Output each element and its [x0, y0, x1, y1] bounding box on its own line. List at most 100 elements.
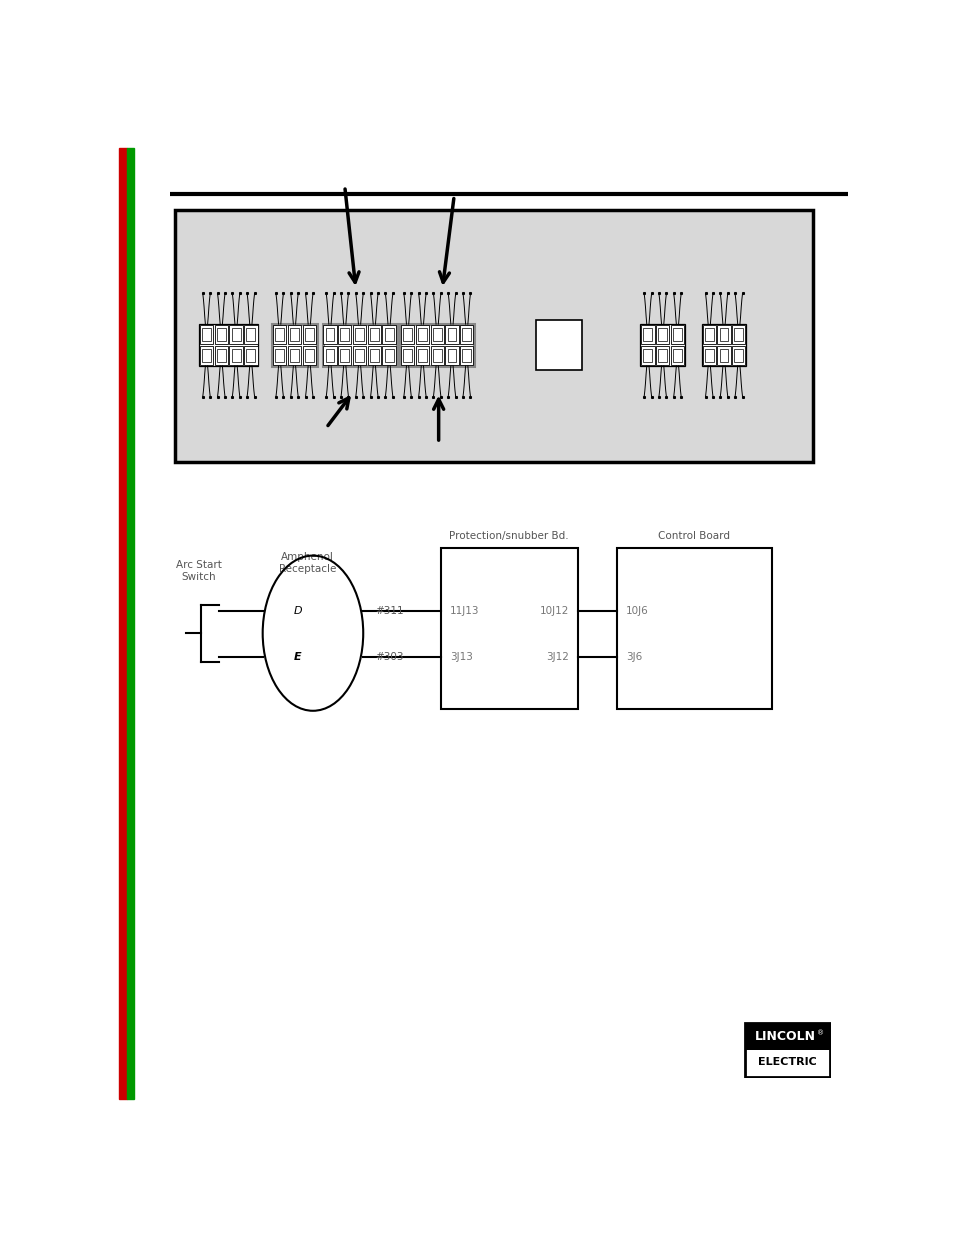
Bar [340, 348, 349, 362]
Bar [672, 329, 681, 341]
Bar [459, 325, 473, 345]
Bar [417, 348, 426, 362]
Bar [370, 329, 378, 341]
Text: 10J6: 10J6 [625, 606, 648, 616]
Bar [355, 329, 364, 341]
Bar [400, 325, 414, 345]
Bar [701, 324, 745, 366]
Bar [127, 148, 133, 1099]
Text: 3J12: 3J12 [545, 652, 568, 662]
Bar [459, 346, 473, 366]
Text: 11J13: 11J13 [449, 606, 478, 616]
Bar [384, 348, 394, 362]
Bar [731, 325, 744, 345]
Bar [202, 329, 211, 341]
Bar [340, 329, 349, 341]
Bar [275, 348, 284, 362]
Bar [199, 325, 213, 345]
Bar [382, 325, 395, 345]
Bar [302, 325, 315, 345]
Bar [367, 346, 380, 366]
Bar [337, 346, 351, 366]
Bar [370, 348, 378, 362]
Bar [462, 348, 471, 362]
Bar [462, 329, 471, 341]
Bar [430, 346, 443, 366]
Bar [445, 325, 458, 345]
Bar [440, 547, 577, 709]
Text: Amphenol
Receptacle: Amphenol Receptacle [279, 552, 336, 574]
Bar [275, 329, 284, 341]
Bar [216, 329, 226, 341]
Text: 3J6: 3J6 [625, 652, 641, 662]
Bar [214, 325, 228, 345]
Bar [717, 346, 730, 366]
Bar [701, 325, 715, 345]
Bar [202, 348, 211, 362]
Bar [325, 329, 335, 341]
Bar [445, 346, 458, 366]
Bar [302, 346, 315, 366]
Bar [658, 329, 666, 341]
Bar [337, 325, 351, 345]
Bar [416, 325, 429, 345]
Bar [214, 346, 228, 366]
Bar [417, 329, 426, 341]
Bar [717, 325, 730, 345]
Bar [322, 324, 396, 366]
Bar [119, 148, 127, 1099]
Bar [384, 329, 394, 341]
Bar [199, 324, 258, 366]
Text: Protection/snubber Bd.: Protection/snubber Bd. [449, 531, 568, 541]
Text: #311: #311 [375, 606, 403, 616]
Bar [642, 329, 652, 341]
Bar [719, 348, 728, 362]
Bar [290, 348, 298, 362]
Bar [229, 325, 242, 345]
Bar [670, 325, 683, 345]
Bar [355, 348, 364, 362]
Bar [199, 346, 213, 366]
Bar [656, 325, 669, 345]
Bar [246, 348, 255, 362]
Bar [416, 346, 429, 366]
Bar [232, 329, 240, 341]
Bar [175, 210, 812, 462]
Bar [273, 325, 286, 345]
Bar [367, 325, 380, 345]
Bar [430, 325, 443, 345]
Bar [734, 348, 742, 362]
Bar [719, 329, 728, 341]
Bar [353, 325, 366, 345]
Bar [288, 346, 301, 366]
Bar [658, 348, 666, 362]
Bar [639, 324, 684, 366]
Bar [672, 348, 681, 362]
Bar [704, 348, 713, 362]
Bar [246, 329, 255, 341]
Bar [403, 348, 412, 362]
Bar [305, 329, 314, 341]
Text: Arc Start
Switch: Arc Start Switch [176, 559, 222, 582]
Bar [290, 329, 298, 341]
Bar [731, 346, 744, 366]
Bar [288, 325, 301, 345]
Bar [272, 324, 316, 366]
Bar [403, 329, 412, 341]
Bar [400, 324, 474, 366]
Bar [433, 348, 441, 362]
Bar [734, 329, 742, 341]
Text: 3J13: 3J13 [449, 652, 472, 662]
Bar [640, 325, 654, 345]
Bar [229, 346, 242, 366]
Text: #303: #303 [375, 652, 403, 662]
Bar [273, 346, 286, 366]
Bar [670, 346, 683, 366]
Bar [447, 348, 456, 362]
Bar [701, 346, 715, 366]
Bar [244, 346, 257, 366]
Text: D: D [293, 606, 301, 616]
Text: E: E [294, 652, 301, 662]
Bar [656, 346, 669, 366]
Bar [447, 329, 456, 341]
